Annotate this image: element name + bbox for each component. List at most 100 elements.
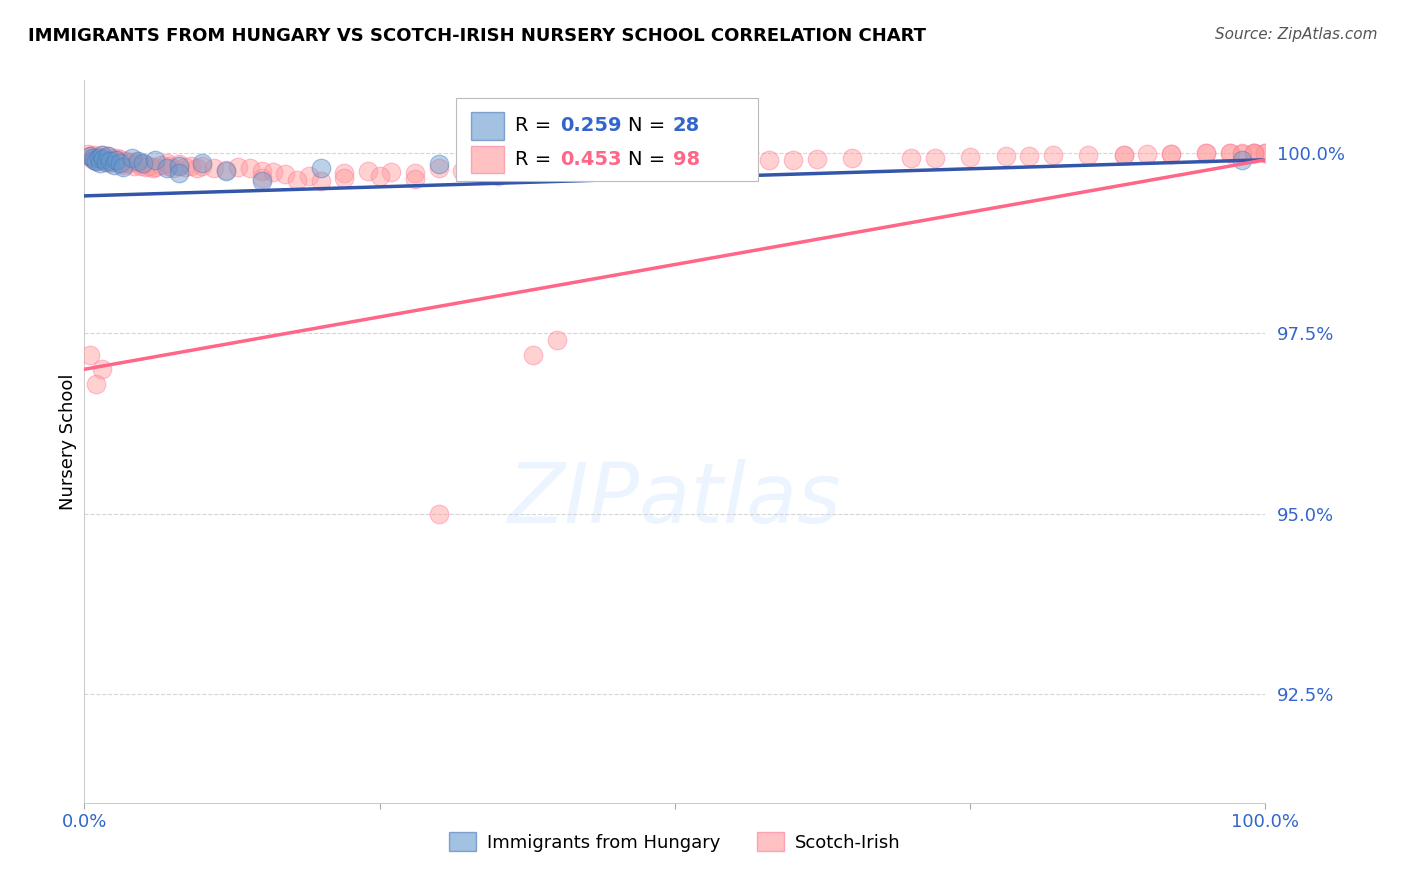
Point	[274, 167, 297, 181]
Point	[108, 152, 131, 166]
Point	[167, 166, 190, 180]
Point	[132, 156, 155, 170]
Point	[98, 154, 121, 169]
Point	[1077, 147, 1099, 161]
Text: Source: ZipAtlas.com: Source: ZipAtlas.com	[1215, 27, 1378, 42]
Point	[97, 149, 120, 163]
Point	[157, 159, 180, 173]
Point	[285, 173, 308, 187]
Point	[117, 156, 139, 170]
Point	[138, 159, 160, 173]
Point	[1219, 146, 1241, 161]
Point	[215, 163, 238, 178]
Point	[250, 163, 273, 178]
Point	[191, 156, 214, 170]
Point	[1254, 146, 1277, 161]
Point	[1160, 147, 1182, 161]
Point	[127, 154, 149, 169]
Point	[79, 149, 101, 163]
Point	[84, 154, 107, 169]
Point	[143, 153, 166, 167]
Point	[112, 160, 135, 174]
Point	[250, 174, 273, 188]
Point	[427, 507, 450, 521]
Point	[83, 147, 105, 161]
Text: 0.259: 0.259	[561, 116, 621, 136]
Point	[309, 161, 332, 176]
Legend: Immigrants from Hungary, Scotch-Irish: Immigrants from Hungary, Scotch-Irish	[441, 825, 908, 859]
Point	[107, 153, 129, 168]
Point	[87, 151, 110, 165]
Text: R =: R =	[516, 150, 558, 169]
Point	[758, 153, 780, 168]
Point	[91, 147, 114, 161]
Y-axis label: Nursery School: Nursery School	[59, 373, 77, 510]
Point	[1230, 153, 1253, 167]
Text: 98: 98	[672, 150, 700, 169]
Point	[105, 151, 128, 165]
Point	[82, 151, 104, 165]
Point	[250, 170, 273, 185]
Point	[127, 156, 149, 170]
Point	[239, 161, 262, 176]
Point	[782, 153, 804, 167]
Point	[357, 163, 380, 178]
Point	[841, 151, 863, 165]
Point	[806, 152, 828, 166]
Point	[121, 155, 143, 169]
Point	[186, 161, 208, 176]
Point	[924, 151, 946, 165]
Point	[93, 151, 115, 165]
Text: R =: R =	[516, 116, 558, 136]
Point	[167, 157, 190, 171]
FancyBboxPatch shape	[457, 98, 758, 181]
Point	[994, 149, 1017, 163]
Point	[1195, 146, 1218, 161]
Point	[451, 164, 474, 178]
Text: 28: 28	[672, 116, 700, 136]
Point	[173, 160, 195, 174]
Point	[1112, 147, 1135, 161]
Point	[959, 150, 981, 164]
Point	[546, 334, 568, 348]
Point	[142, 161, 165, 176]
Point	[111, 155, 134, 169]
Point	[91, 152, 114, 166]
Point	[87, 150, 110, 164]
Point	[156, 161, 179, 176]
Point	[723, 154, 745, 169]
Point	[103, 158, 125, 172]
Point	[156, 156, 179, 170]
Text: ZIPatlas: ZIPatlas	[508, 458, 842, 540]
Point	[89, 156, 111, 170]
Point	[1243, 146, 1265, 161]
Point	[1195, 146, 1218, 161]
Point	[1254, 145, 1277, 160]
Point	[486, 162, 509, 177]
Point	[122, 159, 145, 173]
Point	[103, 155, 125, 169]
Point	[180, 159, 202, 173]
Point	[91, 362, 114, 376]
Point	[900, 151, 922, 165]
Point	[569, 158, 592, 172]
Point	[1219, 146, 1241, 161]
Point	[664, 154, 686, 169]
Point	[108, 156, 131, 170]
Point	[79, 348, 101, 362]
Point	[404, 166, 426, 180]
Point	[84, 151, 107, 165]
Text: N =: N =	[627, 116, 671, 136]
Point	[262, 165, 284, 179]
Point	[97, 153, 120, 167]
Point	[89, 153, 111, 167]
Point	[77, 147, 100, 161]
Point	[84, 154, 107, 169]
FancyBboxPatch shape	[471, 146, 503, 173]
Point	[522, 161, 544, 176]
Point	[1112, 147, 1135, 161]
Point	[522, 348, 544, 362]
Point	[427, 161, 450, 176]
Point	[98, 156, 121, 170]
Point	[605, 156, 627, 170]
